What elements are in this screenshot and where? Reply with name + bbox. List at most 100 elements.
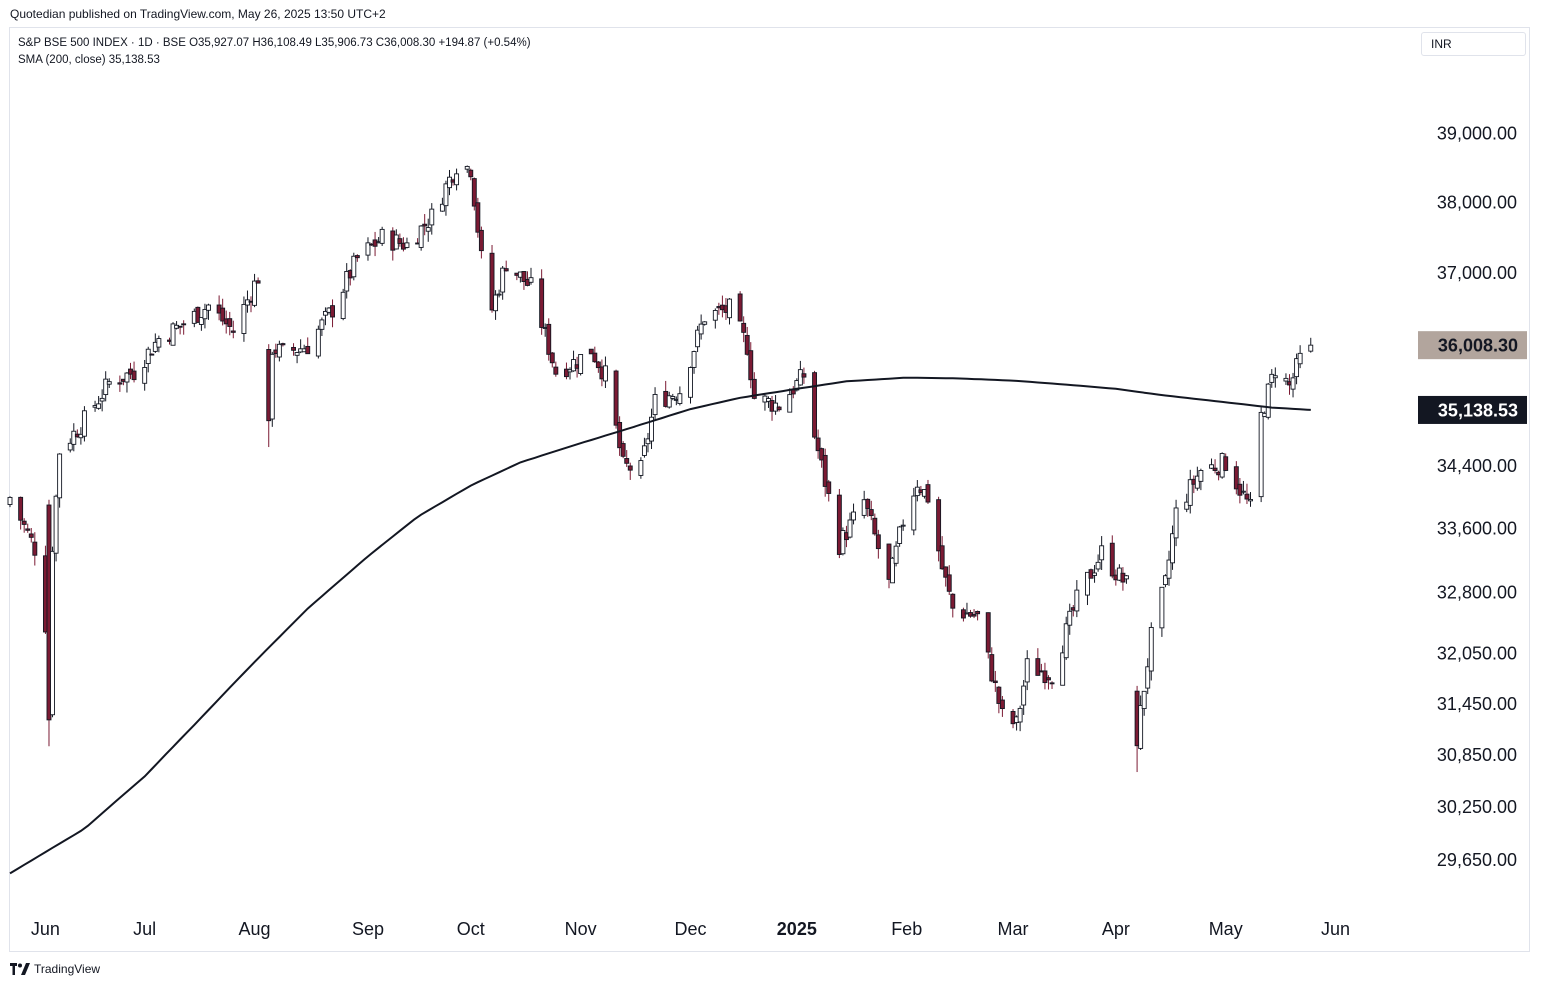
- sma-value-label: 35,138.53: [1438, 400, 1518, 420]
- candle-body: [1042, 670, 1048, 684]
- candle-body: [666, 395, 672, 408]
- candle-body: [1187, 479, 1193, 506]
- candle-body: [422, 223, 428, 227]
- candle-body: [819, 448, 825, 461]
- y-tick-label: 39,000.00: [1437, 124, 1517, 144]
- candle-body: [897, 526, 903, 544]
- candle-body: [1095, 561, 1101, 570]
- candle-body: [32, 541, 38, 556]
- candle-body: [996, 686, 1002, 704]
- candle-body: [103, 378, 109, 396]
- candle-body: [985, 612, 991, 653]
- candle-body: [71, 430, 77, 445]
- candle-body: [1138, 704, 1144, 749]
- candle-body: [142, 367, 148, 384]
- candle-body: [1074, 589, 1080, 612]
- candle-body: [1237, 483, 1243, 496]
- candle-body: [202, 309, 208, 320]
- candle-body: [815, 437, 821, 452]
- y-tick-label: 30,250.00: [1437, 797, 1517, 817]
- candle-body: [578, 354, 584, 374]
- candle-body: [468, 169, 474, 178]
- candle-body: [7, 496, 13, 505]
- candle-body: [1272, 375, 1278, 379]
- candle-body: [454, 173, 460, 186]
- candle-body: [992, 680, 998, 684]
- candle-body: [1297, 352, 1303, 365]
- candle-body: [727, 298, 732, 319]
- y-tick-label: 29,650.00: [1437, 850, 1517, 870]
- candle-body: [613, 370, 619, 426]
- candle-body: [939, 545, 945, 570]
- y-tick-label: 37,000.00: [1437, 263, 1517, 283]
- candle-body: [766, 398, 771, 402]
- candle-body: [1099, 545, 1105, 561]
- y-tick-label: 33,600.00: [1437, 519, 1517, 539]
- candle-body: [641, 445, 647, 456]
- candle-body: [149, 353, 155, 356]
- candle-body: [592, 352, 598, 363]
- candle-body: [67, 442, 73, 451]
- candle-body: [124, 372, 130, 383]
- candle-body: [471, 178, 477, 207]
- candle-body: [691, 351, 697, 368]
- candle-body: [198, 316, 204, 325]
- candle-body: [1067, 610, 1073, 626]
- candle-body: [489, 252, 495, 311]
- candle-body: [971, 614, 977, 617]
- candle-body: [617, 421, 623, 449]
- candle-body: [28, 533, 34, 538]
- candle-body: [195, 306, 201, 323]
- candle-body: [546, 323, 552, 355]
- candle-body: [1049, 682, 1055, 685]
- x-tick-label: Sep: [352, 919, 384, 939]
- candle-body: [25, 528, 31, 531]
- footer-brand[interactable]: TradingView: [10, 962, 100, 976]
- candle-body: [1223, 456, 1229, 471]
- candle-body: [624, 458, 630, 464]
- y-tick-label: 30,850.00: [1437, 745, 1517, 765]
- candle-body: [429, 208, 435, 226]
- candle-body: [443, 183, 449, 207]
- candle-body: [1162, 575, 1168, 586]
- chart-frame: [9, 27, 1530, 952]
- candle-body: [946, 574, 952, 592]
- candle-body: [812, 372, 818, 438]
- candle-body: [220, 307, 226, 322]
- candle-body: [276, 343, 282, 358]
- candle-body: [890, 557, 895, 584]
- candle-body: [425, 227, 431, 232]
- publisher-credit: Quotedian published on TradingView.com, …: [10, 7, 386, 21]
- footer-brand-label: TradingView: [34, 962, 101, 976]
- candle-body: [156, 338, 162, 348]
- candle-body: [1248, 498, 1253, 502]
- candle-body: [21, 520, 27, 525]
- candle-body: [1233, 466, 1239, 490]
- candle-body: [826, 481, 832, 494]
- candle-body: [620, 443, 626, 457]
- candle-body: [702, 321, 708, 325]
- sma-line-group: [9, 376, 1311, 875]
- candle-body: [117, 382, 123, 385]
- candle-body: [106, 381, 112, 385]
- candle-body: [649, 416, 654, 442]
- candle-body: [1159, 586, 1165, 629]
- candle-body: [255, 280, 261, 284]
- x-tick-label: Jun: [31, 919, 60, 939]
- candle-body: [822, 454, 828, 487]
- sma-200-line: [9, 376, 1311, 875]
- candle-body: [564, 368, 569, 378]
- currency-selector[interactable]: INR: [1421, 32, 1526, 56]
- candle-body: [478, 229, 484, 252]
- candle-body: [602, 365, 608, 382]
- tradingview-logo-icon: [10, 963, 30, 975]
- candle-body: [291, 346, 296, 351]
- candle-body: [776, 406, 782, 411]
- candle-body: [936, 499, 942, 552]
- candle-body: [227, 318, 233, 327]
- candle-body: [688, 367, 693, 398]
- candle-body: [319, 319, 325, 330]
- candle-body: [1244, 493, 1250, 500]
- candle-body: [1085, 571, 1090, 596]
